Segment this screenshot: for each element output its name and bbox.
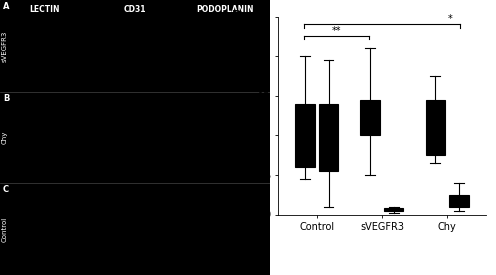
Text: C: C [3,185,9,194]
PathPatch shape [449,195,469,207]
Text: Control: Control [2,216,8,242]
PathPatch shape [319,104,338,171]
Text: A: A [3,2,9,11]
Text: PODOPLANIN: PODOPLANIN [196,5,254,14]
Text: Chy: Chy [2,131,8,144]
Text: D: D [232,9,242,21]
Text: **: ** [332,26,341,36]
PathPatch shape [384,208,403,211]
Text: sVEGFR3: sVEGFR3 [2,30,8,62]
PathPatch shape [361,100,380,135]
Text: *: * [448,14,453,24]
PathPatch shape [426,100,445,155]
Y-axis label: % / ROI: % / ROI [245,98,255,133]
Text: B: B [3,94,9,103]
Text: CD31: CD31 [124,5,146,14]
Text: LECTIN: LECTIN [30,5,60,14]
PathPatch shape [295,104,315,167]
